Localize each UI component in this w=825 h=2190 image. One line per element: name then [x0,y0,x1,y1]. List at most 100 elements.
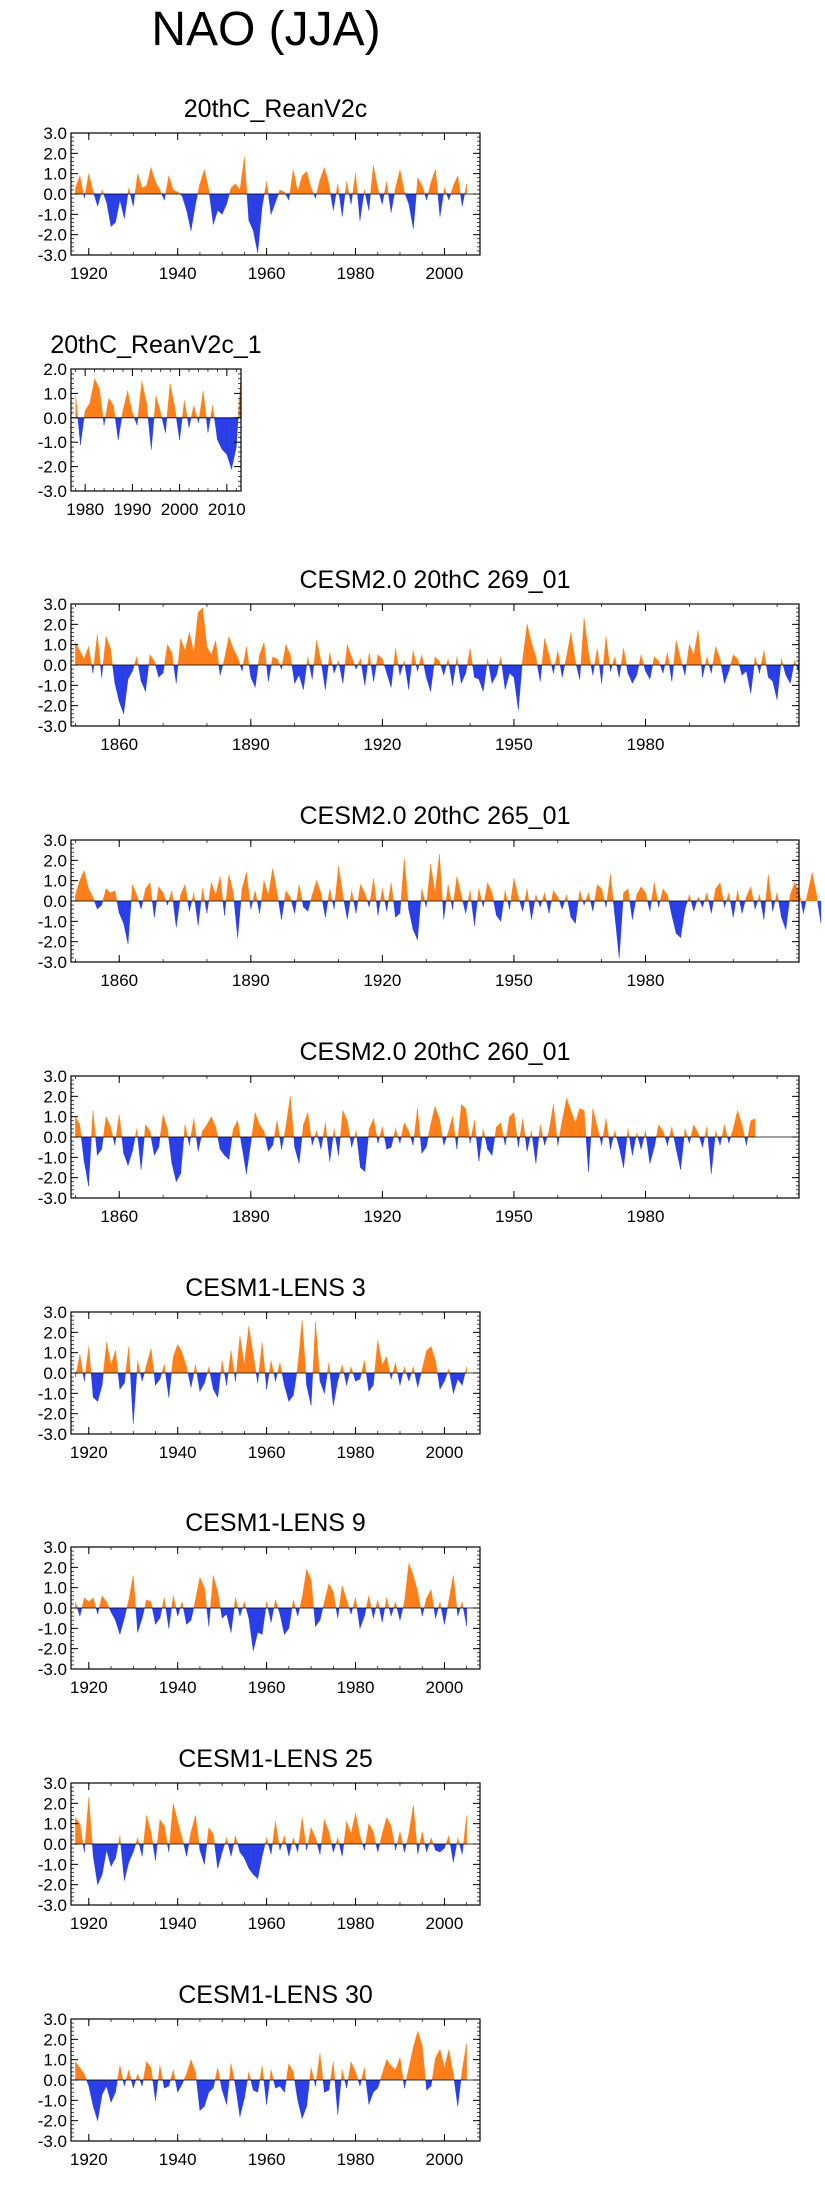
y-tick-label: 0.0 [43,409,67,428]
x-tick-label: 1980 [337,1443,375,1462]
x-tick-label: 1940 [159,1678,197,1697]
y-tick-label: 1.0 [43,1344,67,1363]
y-tick-label: 0.0 [43,1599,67,1618]
x-tick-label: 1890 [232,735,270,754]
chart-title: CESM1-LENS 25 [178,1745,373,1773]
y-tick-label: 2.0 [43,360,67,379]
y-tick-label: -3.0 [38,2132,67,2151]
y-tick-label: -2.0 [38,1405,67,1424]
x-tick-label: 1980 [627,1207,665,1226]
x-tick-label: 2000 [426,1914,464,1933]
y-tick-label: -3.0 [38,1896,67,1915]
x-tick-label: 1920 [363,735,401,754]
positive-area [76,1320,467,1374]
x-tick-label: 1940 [159,1914,197,1933]
chart-panel: 20thC_ReanV2c 3.02.0 1.00.0-1.0 -2.0-3.0192… [38,95,481,283]
positive-area [75,373,242,418]
x-tick-label: 2000 [161,500,199,519]
negative-area [81,1136,749,1186]
y-tick-label: 3.0 [43,595,67,614]
y-tick-label: 0.0 [43,1128,67,1147]
y-tick-label: -1.0 [38,676,67,695]
y-tick-label: -3.0 [38,717,67,736]
y-tick-label: -2.0 [38,1640,67,1659]
x-tick-label: 1890 [232,971,270,990]
x-tick-label: 1960 [248,1443,286,1462]
y-tick-label: 1.0 [43,165,67,184]
positive-area [75,1797,467,1845]
positive-area [75,1096,756,1138]
y-tick-label: -3.0 [38,1660,67,1679]
x-tick-label: 1980 [337,1914,375,1933]
y-tick-label: 3.0 [43,1538,67,1557]
y-tick-label: 3.0 [43,1067,67,1086]
y-tick-label: 3.0 [43,124,67,143]
y-tick-label: 1.0 [43,872,67,891]
x-tick-label: 1920 [70,1914,108,1933]
x-tick-label: 1960 [248,1914,286,1933]
y-tick-label: 0.0 [43,656,67,675]
y-tick-label: 3.0 [43,831,67,850]
y-tick-label: 2.0 [43,1087,67,1106]
y-tick-label: -3.0 [38,953,67,972]
chart-panel: CESM2.0 20thC 260_01 3.02.0 1.00.0-1.0 -2.0… [38,1038,800,1226]
y-tick-label: 2.0 [43,1558,67,1577]
x-tick-label: 1980 [627,735,665,754]
x-tick-label: 2000 [426,264,464,283]
y-tick-label: -1.0 [38,2091,67,2110]
x-tick-label: 1920 [70,264,108,283]
y-tick-label: -3.0 [38,1425,67,1444]
chart-panel: CESM1-LENS 3 3.02.0 1.00.0-1.0 -2.0-3.01920… [38,1274,481,1462]
x-tick-label: 1980 [337,1678,375,1697]
chart-panel: 20thC_ReanV2c_12.0 1.0 0.0 -1.0 -2.0 -3.01980… [38,331,262,519]
y-tick-label: 3.0 [43,2010,67,2029]
negative-area [94,900,822,958]
x-tick-label: 1920 [363,971,401,990]
x-tick-label: 1860 [100,735,138,754]
y-tick-label: -1.0 [38,912,67,931]
y-tick-label: 2.0 [43,2030,67,2049]
x-tick-label: 1920 [363,1207,401,1226]
positive-area [75,157,467,195]
y-tick-label: 1.0 [43,636,67,655]
x-tick-label: 1940 [159,264,197,283]
chart-title: CESM1-LENS 3 [185,1274,366,1302]
x-tick-label: 1980 [337,2150,375,2169]
y-tick-label: -3.0 [38,246,67,265]
negative-area [83,193,465,254]
chart-panel: CESM2.0 20thC 265_01 3.02.0 1.00.0-1.0 -2.0… [38,802,822,990]
x-tick-label: 2000 [426,1443,464,1462]
y-tick-label: 0.0 [43,185,67,204]
y-tick-label: 1.0 [43,1815,67,1834]
negative-area [82,1843,464,1885]
x-tick-label: 1860 [100,971,138,990]
positive-area [75,607,797,666]
y-tick-label: 1.0 [43,1108,67,1127]
x-tick-label: 1920 [70,2150,108,2169]
x-tick-label: 1950 [495,1207,533,1226]
chart-panel: CESM1-LENS 9 3.02.0 1.00.0-1.0 -2.0-3.01920… [38,1509,481,1697]
y-tick-label: 2.0 [43,615,67,634]
y-tick-label: -3.0 [38,1189,67,1208]
negative-area [77,417,239,470]
x-tick-label: 1950 [495,735,533,754]
positive-area [75,854,818,902]
x-tick-label: 2010 [208,500,246,519]
x-tick-label: 2000 [426,2150,464,2169]
x-tick-label: 1960 [248,2150,286,2169]
x-tick-label: 1960 [248,264,286,283]
negative-area [75,1372,466,1424]
chart-title: CESM1-LENS 9 [185,1509,366,1537]
y-tick-label: -2.0 [38,1876,67,1895]
y-tick-label: 3.0 [43,1774,67,1793]
negative-area [86,2079,462,2121]
chart-title: CESM2.0 20thC 265_01 [299,802,570,830]
y-tick-label: 2.0 [43,1323,67,1342]
main-title: NAO (JJA) [151,3,381,56]
x-tick-label: 1920 [70,1443,108,1462]
y-tick-label: 0.0 [43,892,67,911]
chart-title: CESM2.0 20thC 269_01 [299,566,570,594]
y-tick-label: -1.0 [38,1619,67,1638]
chart-panel: CESM1-LENS 25 3.02.0 1.00.0-1.0 -2.0-3.0192… [38,1745,481,1933]
chart-title: 20thC_ReanV2c_1 [50,331,261,359]
